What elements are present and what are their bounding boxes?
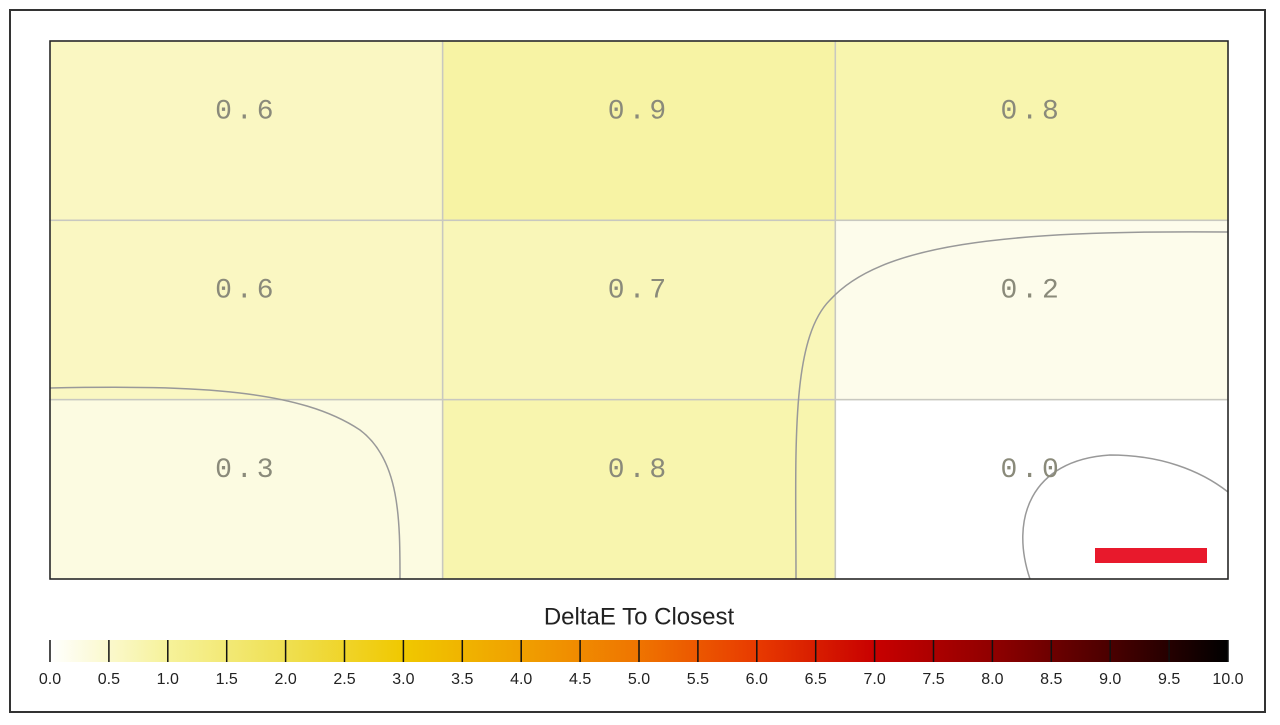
heatmap-cell (834, 40, 1229, 222)
cell-label: 0.7 (608, 276, 670, 307)
colorbar-tick-label: 8.0 (981, 671, 1003, 688)
colorbar-tick-label: 7.5 (922, 671, 944, 688)
colorbar-tick-label: 1.5 (216, 671, 238, 688)
heatmap-cell (441, 219, 837, 401)
colorbar-title: DeltaE To Closest (544, 603, 735, 630)
cell-label: 0.0 (1000, 455, 1062, 486)
colorbar-tick-label: 2.5 (333, 671, 355, 688)
heatmap-cell (49, 40, 444, 222)
colorbar-tick-label: 4.0 (510, 671, 532, 688)
colorbar-tick-label: 3.0 (392, 671, 414, 688)
colorbar-tick-label: 4.5 (569, 671, 591, 688)
contour-line (49, 386, 401, 580)
heatmap-cell (441, 398, 837, 580)
heatmap-cell (49, 219, 444, 401)
heatmap-cell (49, 398, 444, 580)
colorbar-tick-label: 9.5 (1158, 671, 1180, 688)
cell-label: 0.9 (608, 96, 670, 127)
colorbar-tick-label: 1.0 (157, 671, 179, 688)
colorbar-tick-label: 5.5 (687, 671, 709, 688)
plot-border (49, 40, 1229, 580)
colorbar-tick-label: 2.0 (274, 671, 296, 688)
heatmap-cell (441, 40, 837, 222)
cell-label: 0.2 (1000, 276, 1062, 307)
heatmap (49, 40, 1229, 580)
colorbar-tick-label: 7.0 (863, 671, 885, 688)
cell-label: 0.3 (215, 455, 277, 486)
colorbar-tick-label: 9.0 (1099, 671, 1121, 688)
colorbar-tick-label: 0.0 (39, 671, 61, 688)
colorbar-tick-label: 6.5 (805, 671, 827, 688)
cell-label: 0.8 (608, 455, 670, 486)
contour-line (1022, 454, 1229, 580)
colorbar-tick-label: 0.5 (98, 671, 120, 688)
colorbar-tick-label: 6.0 (746, 671, 768, 688)
contours (49, 231, 1229, 580)
contour-line (794, 231, 1229, 580)
colorbar-tick-label: 10.0 (1212, 671, 1243, 688)
indicator (1095, 548, 1207, 563)
colorbar-tick-label: 5.0 (628, 671, 650, 688)
colorbar-tick-label: 8.5 (1040, 671, 1062, 688)
heatmap-cell (834, 219, 1229, 401)
cell-label: 0.6 (215, 96, 277, 127)
colorbar-tick-label: 3.5 (451, 671, 473, 688)
cell-label: 0.8 (1000, 96, 1062, 127)
cell-label: 0.6 (215, 276, 277, 307)
